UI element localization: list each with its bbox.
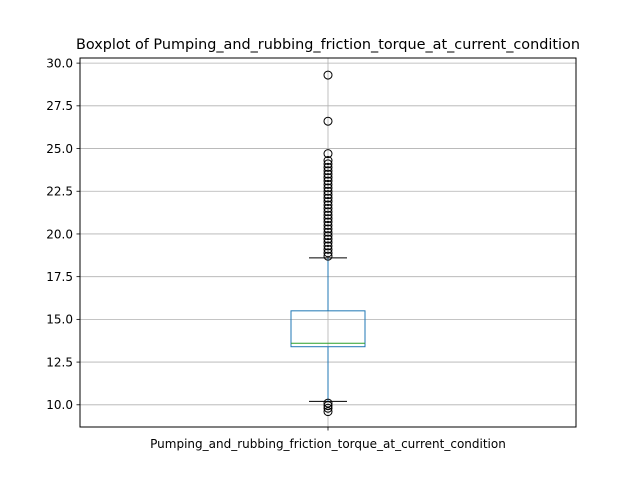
y-tick-label: 27.5	[46, 99, 73, 113]
outlier-point	[323, 162, 333, 172]
outlier-point	[323, 179, 333, 189]
outlier-point	[323, 169, 333, 179]
outlier-point	[323, 176, 333, 186]
chart-title: Boxplot of Pumping_and_rubbing_friction_…	[76, 37, 580, 53]
outlier-point	[323, 193, 333, 203]
y-tick-label: 30.0	[46, 56, 73, 70]
outlier-point	[323, 203, 333, 213]
outlier-point	[323, 207, 333, 217]
outlier-point	[323, 220, 333, 230]
outlier-point	[323, 241, 333, 251]
y-tick-label: 22.5	[46, 185, 73, 199]
outlier-point	[323, 403, 333, 413]
outlier-point	[323, 156, 333, 165]
y-tick-label: 17.5	[46, 270, 73, 284]
outlier-point	[323, 197, 333, 206]
y-tick-label: 20.0	[46, 227, 73, 241]
outlier-point	[323, 248, 333, 258]
outlier-point	[323, 173, 333, 183]
outlier-point	[323, 398, 333, 408]
outlier-point	[323, 190, 333, 200]
y-tick-label: 15.0	[46, 313, 73, 327]
y-tick-label: 10.0	[46, 398, 73, 412]
outlier-point	[323, 149, 333, 159]
outlier-point	[323, 238, 333, 247]
outlier-point	[323, 214, 333, 224]
outlier-point	[323, 183, 333, 193]
outlier-layer	[323, 70, 333, 417]
outlier-point	[323, 244, 333, 254]
outlier-point	[323, 70, 333, 80]
outlier-point	[323, 227, 333, 237]
outlier-point	[323, 224, 333, 234]
outlier-point	[323, 407, 333, 417]
outlier-point	[323, 401, 333, 411]
outlier-point	[323, 166, 333, 176]
outlier-point	[323, 200, 333, 210]
outlier-point	[323, 210, 333, 220]
y-tick-label: 12.5	[46, 355, 73, 369]
outlier-point	[323, 159, 333, 169]
outlier-point	[323, 116, 333, 126]
plot-frame	[79, 57, 577, 428]
outlier-point	[323, 217, 333, 227]
outlier-point	[323, 234, 333, 244]
category-label: Pumping_and_rubbing_friction_torque_at_c…	[150, 437, 506, 451]
axis-layer: 10.0 12.5 15.0 17.5 20.0 22.5 25.0 27.5 30.0	[46, 56, 329, 431]
iqr-box	[290, 310, 366, 348]
outlier-point	[323, 251, 333, 261]
outlier-point	[323, 186, 333, 196]
y-tick-label: 25.0	[46, 142, 73, 156]
outlier-point	[323, 231, 333, 241]
